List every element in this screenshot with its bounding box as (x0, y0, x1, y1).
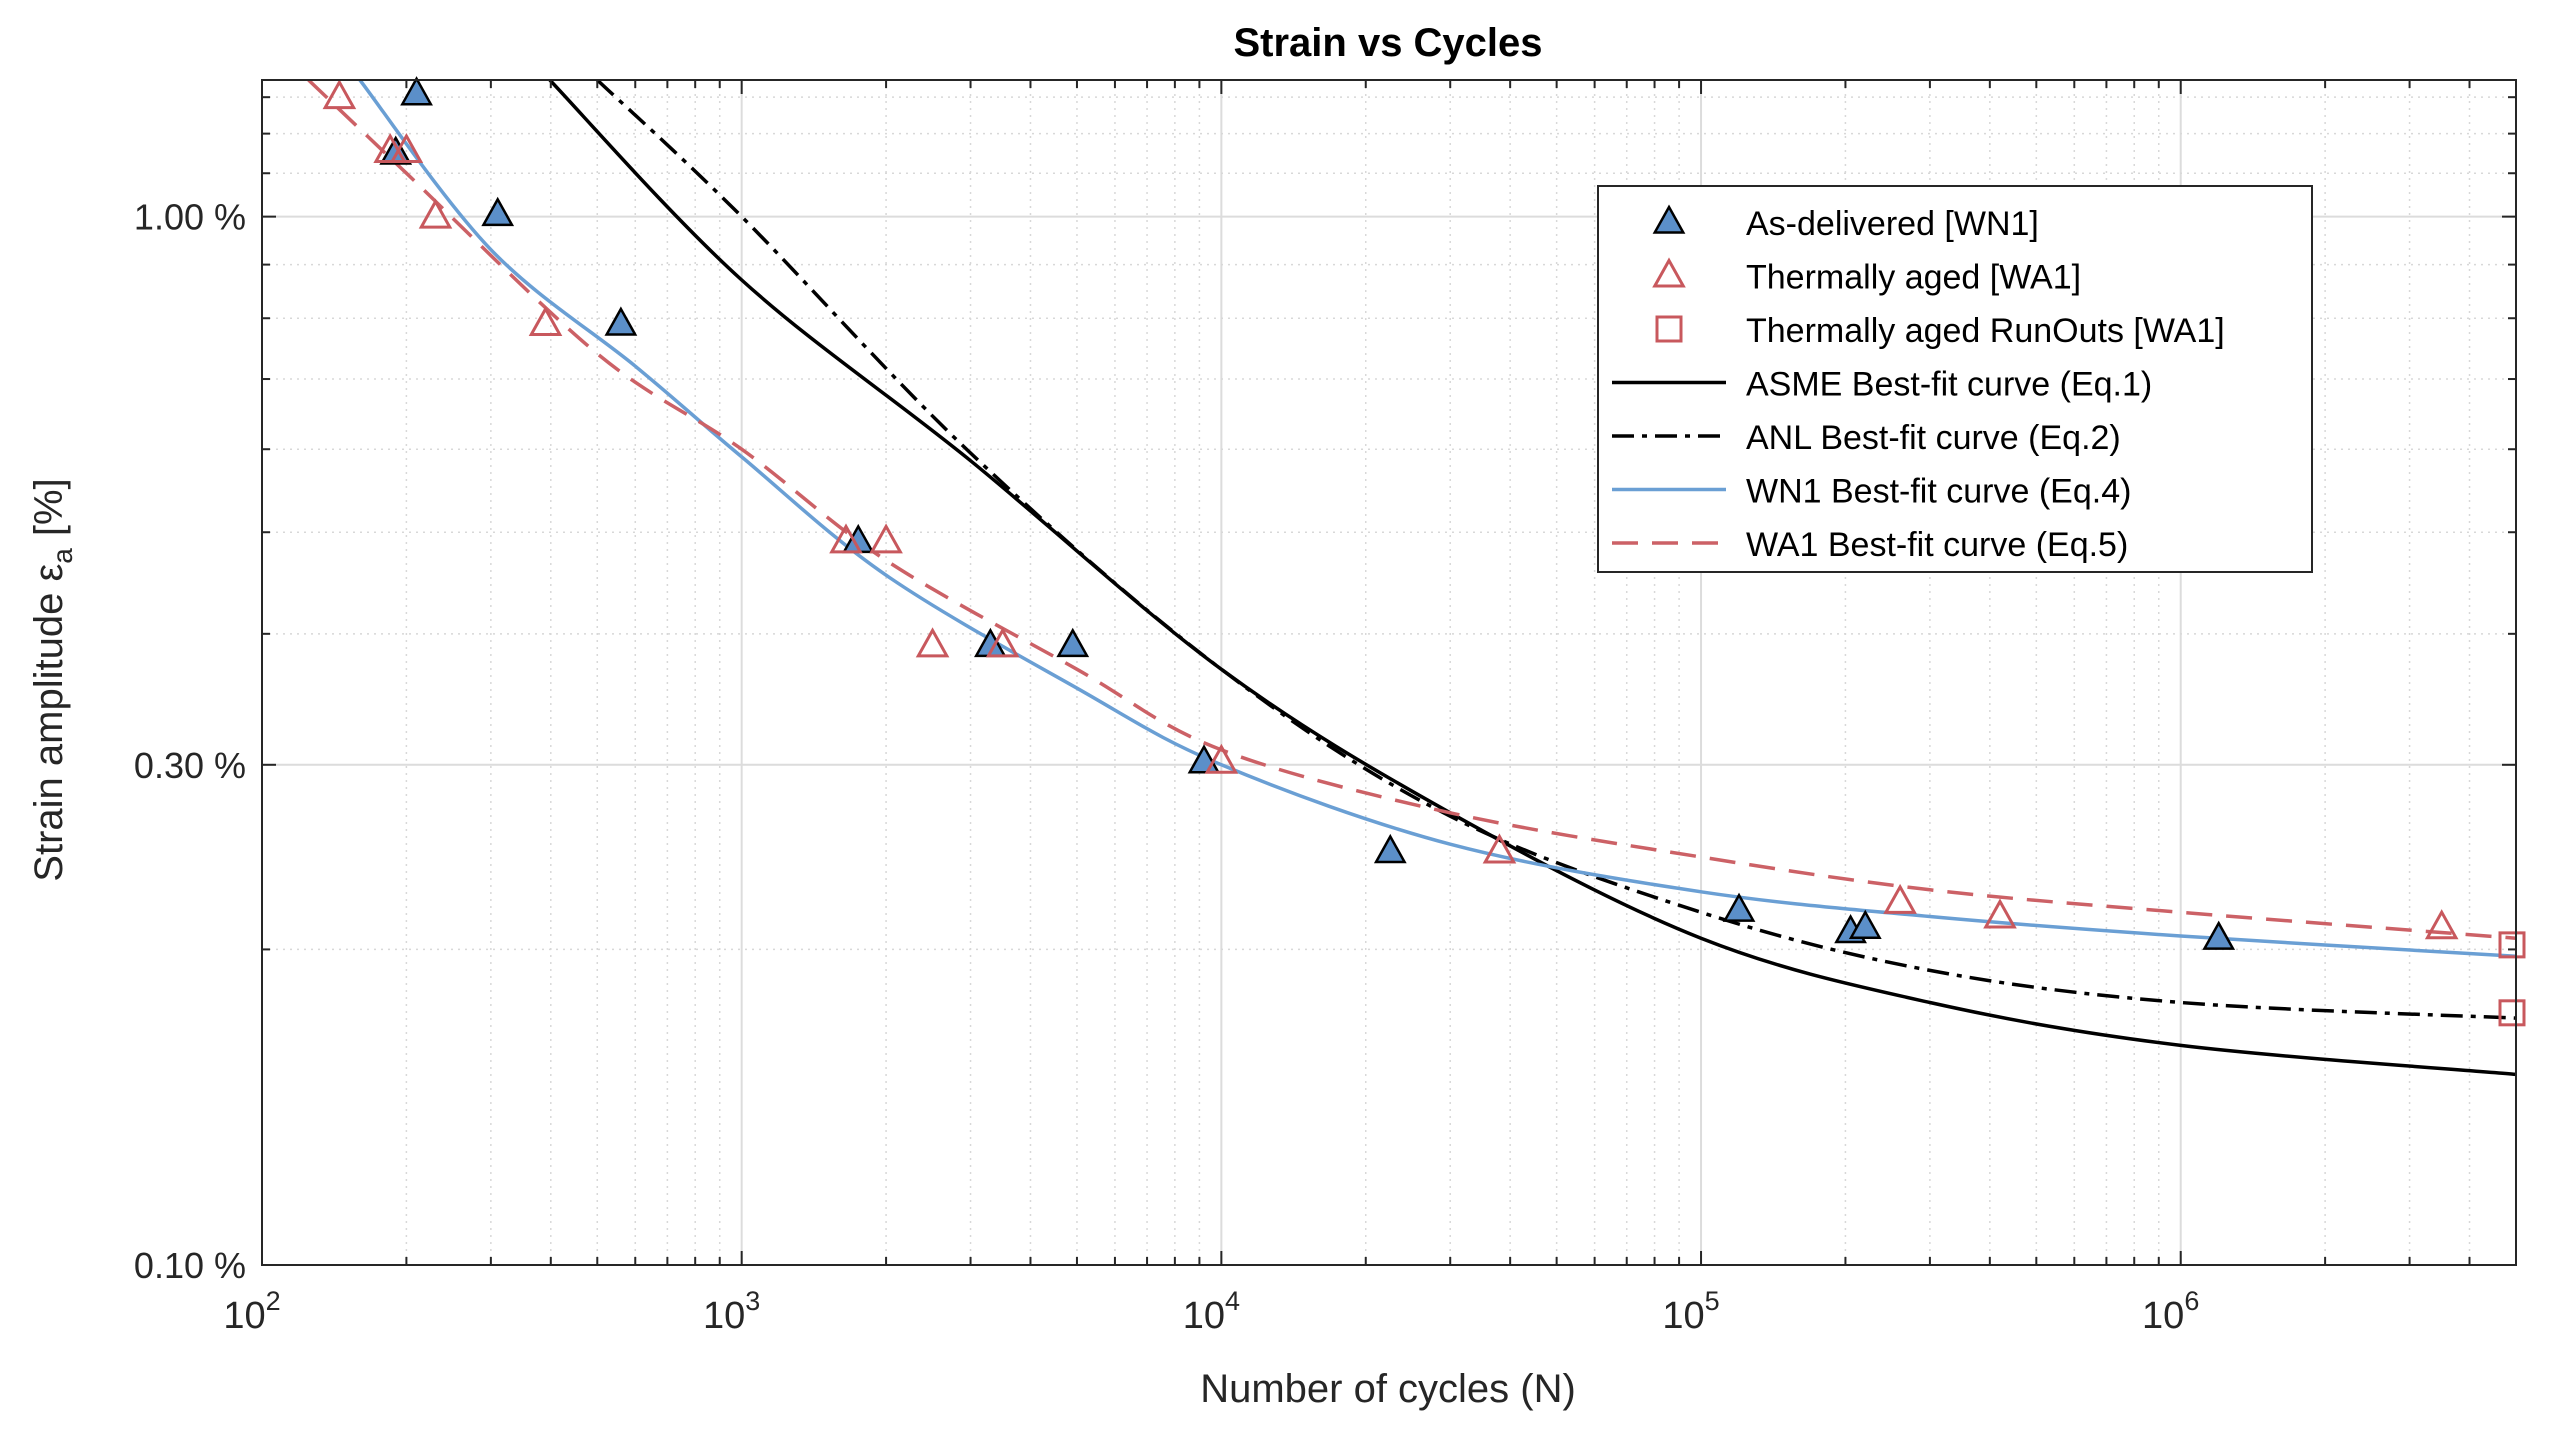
legend-label: WA1 Best-fit curve (Eq.5) (1746, 526, 2128, 564)
wn1-data-point (1373, 833, 1407, 864)
wa1-data-point (915, 627, 950, 658)
wa1-data-point (1983, 898, 2017, 929)
wa1-data-point (2424, 909, 2459, 940)
y-axis-label: Strain amplitude εa [%] (27, 478, 78, 881)
y-axis-label-subscript: a (47, 548, 78, 564)
y-tick-label: 0.10 % (134, 1245, 246, 1286)
x-tick-label: 102 (223, 1286, 280, 1337)
legend-symbol-marker (1655, 315, 1683, 343)
legend-entry: WN1 Best-fit curve (Eq.4) (1612, 473, 2131, 511)
legend-label: ASME Best-fit curve (Eq.1) (1746, 366, 2152, 404)
legend-box (1597, 185, 2313, 573)
legend-entry: ASME Best-fit curve (Eq.1) (1612, 366, 2152, 404)
x-tick-label-base: 10 (1662, 1295, 1704, 1337)
wn1-data-point (481, 196, 515, 227)
y-tick-label: 0.30 % (134, 745, 246, 786)
chart-legend: As-delivered [WN1] Thermally aged [WA1] Th… (1597, 185, 2313, 573)
wa1-runout-point (2498, 999, 2526, 1027)
plot-area-frame (261, 79, 2517, 1266)
wn1-data-point (1848, 909, 1882, 939)
legend-entry: WA1 Best-fit curve (Eq.5) (1612, 526, 2128, 564)
wa1-curve (307, 80, 2516, 940)
wa1-data-point (322, 79, 357, 110)
wa1-data-point (869, 523, 903, 554)
wa1-data-point (1883, 883, 1917, 914)
legend-symbol-marker (1652, 204, 1686, 234)
wn1-data-point (604, 306, 638, 336)
wa1-data-point (528, 305, 563, 336)
legend-symbol-marker (1652, 257, 1686, 288)
anl-curve (596, 80, 2516, 1020)
wn1-data-point (1056, 627, 1090, 658)
x-tick-label-base: 10 (703, 1295, 745, 1337)
legend-label: Thermally aged RunOuts [WA1] (1746, 312, 2225, 350)
x-tick-label-exponent: 2 (266, 1286, 281, 1316)
legend-entry: Thermally aged RunOuts [WA1] (1655, 312, 2225, 350)
x-tick-label: 105 (1662, 1286, 1719, 1337)
curve-layer (307, 80, 2516, 1077)
x-tick-label-base: 10 (1183, 1295, 1225, 1337)
wa1-data-point (1482, 833, 1517, 864)
chart-title: Strain vs Cycles (1233, 21, 1542, 65)
x-tick-label-exponent: 3 (745, 1286, 760, 1316)
x-tick-label: 103 (703, 1286, 760, 1337)
marker-layer (322, 76, 2526, 1027)
y-axis-label-main: Strain amplitude ε (27, 564, 71, 882)
wn1-curve (358, 80, 2516, 959)
wa1-runout-point (2498, 931, 2526, 959)
wa1-data-point (373, 132, 407, 164)
legend-entry: ANL Best-fit curve (Eq.2) (1612, 419, 2121, 457)
y-tick-label: 1.00 % (134, 197, 246, 238)
x-tick-label-exponent: 4 (1225, 1286, 1240, 1316)
x-axis-label: Number of cycles (N) (1200, 1367, 1576, 1411)
x-tick-label: 106 (2142, 1286, 2199, 1337)
legend-entry: As-delivered [WN1] (1652, 204, 2039, 243)
wa1-data-point (1204, 743, 1239, 774)
legend-label: WN1 Best-fit curve (Eq.4) (1746, 473, 2131, 511)
y-axis-label-unit: [%] (27, 478, 71, 536)
wa1-data-point (418, 198, 453, 229)
x-tick-label: 104 (1183, 1286, 1240, 1337)
wn1-data-point (1722, 892, 1756, 922)
legend-entry: Thermally aged [WA1] (1652, 257, 2081, 297)
wa1-data-point (985, 627, 1020, 658)
legend-label: Thermally aged [WA1] (1746, 259, 2081, 297)
wn1-data-point (400, 76, 433, 106)
x-tick-label-exponent: 6 (2184, 1286, 2199, 1316)
x-tick-label-base: 10 (223, 1295, 265, 1337)
wa1-data-point (829, 523, 863, 554)
wn1-data-point (2202, 920, 2236, 950)
legend-label: As-delivered [WN1] (1746, 205, 2039, 243)
x-tick-label-base: 10 (2142, 1295, 2184, 1337)
legend-label: ANL Best-fit curve (Eq.2) (1746, 419, 2121, 457)
wa1-data-point (389, 132, 424, 164)
asme-curve (548, 80, 2516, 1077)
x-tick-label-exponent: 5 (1705, 1286, 1720, 1316)
